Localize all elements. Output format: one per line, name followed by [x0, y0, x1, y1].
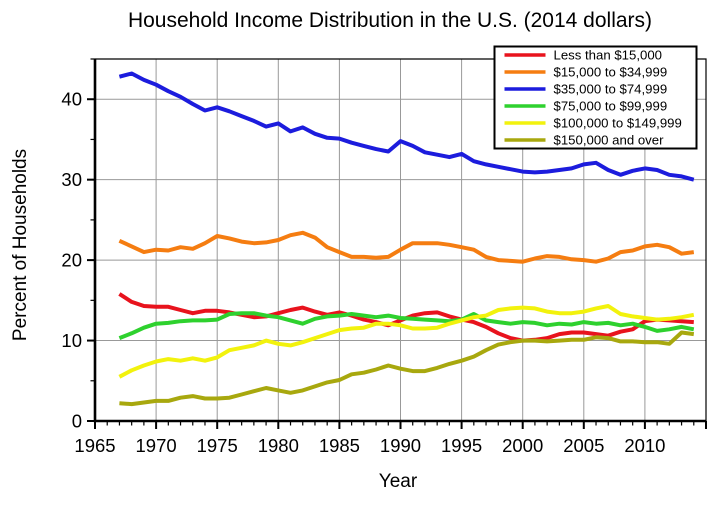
legend-label: $35,000 to $74,999	[554, 82, 668, 97]
series-line-3	[118, 311, 695, 340]
x-tick-label: 1990	[380, 435, 421, 456]
y-tick-label: 40	[61, 89, 82, 110]
axis-ticks	[87, 58, 707, 429]
x-tick-label: 1995	[441, 435, 482, 456]
legend-label: $15,000 to $34,999	[554, 65, 668, 80]
chart-title: Household Income Distribution in the U.S…	[128, 9, 652, 32]
legend-label: $100,000 to $149,999	[554, 116, 682, 131]
legend-label: $75,000 to $99,999	[554, 99, 668, 114]
series-line-4	[118, 304, 695, 379]
legend: Less than $15,000 $15,000 to $34,999 $35,0…	[493, 45, 698, 150]
x-tick-label: 1965	[74, 435, 115, 456]
frame-top-right	[95, 58, 707, 421]
x-tick-label: 1970	[136, 435, 177, 456]
legend-label: Less than $15,000	[554, 48, 663, 63]
y-axis-title: Percent of Households	[10, 149, 31, 341]
x-tick-label: 1985	[319, 435, 360, 456]
y-tick-label: 0	[72, 411, 82, 432]
x-tick-label: 1980	[258, 435, 299, 456]
y-tick-label: 30	[61, 169, 82, 190]
y-tick-label: 20	[61, 250, 82, 271]
y-tick-label: 10	[61, 330, 82, 351]
x-tick-label: 1975	[197, 435, 238, 456]
legend-box	[493, 45, 698, 150]
axis-tick-labels: 1965 1970 1975 1980 1985 1990 1995 2000 2005 2010…	[61, 89, 665, 456]
x-axis-title: Year	[379, 471, 418, 492]
legend-label: $150,000 and over	[554, 133, 665, 148]
x-tick-label: 2005	[563, 435, 604, 456]
x-tick-label: 2010	[624, 435, 665, 456]
x-tick-label: 2000	[502, 435, 543, 456]
series-line-1	[118, 230, 695, 264]
data-series	[118, 71, 695, 407]
series-line-2	[118, 71, 695, 182]
series-line-5	[119, 330, 695, 407]
